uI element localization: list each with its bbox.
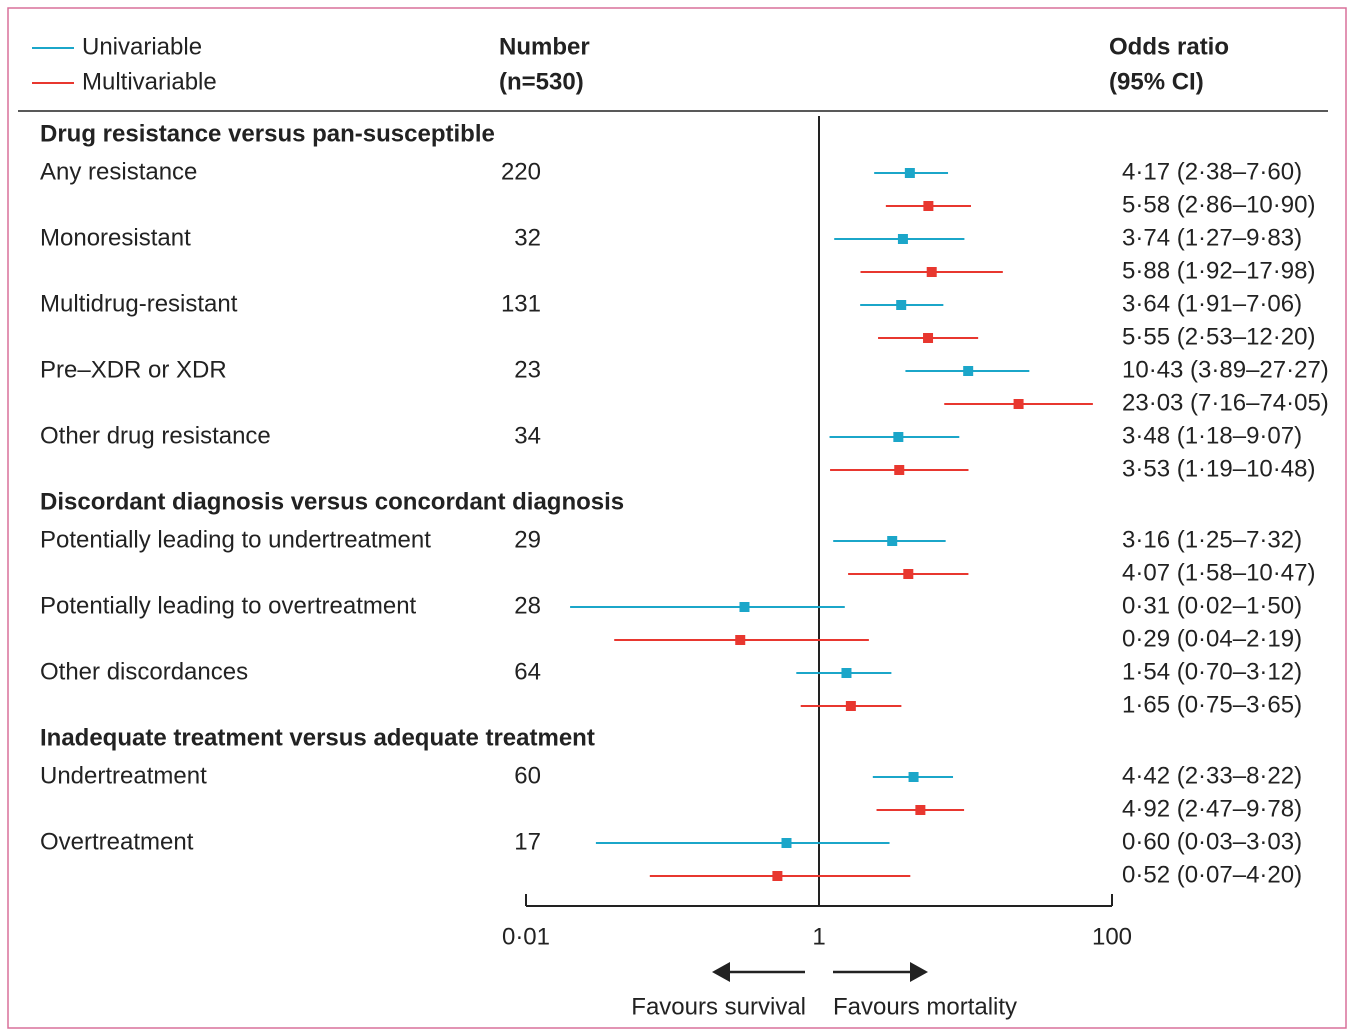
row-number: 17	[514, 828, 541, 855]
row-number: 28	[514, 592, 541, 619]
annotation: Favours mortality	[833, 993, 1017, 1020]
estimate-label: 4·42 (2·33–8·22)	[1122, 762, 1302, 789]
estimate-label: 0·31 (0·02–1·50)	[1122, 592, 1302, 619]
frame	[7, 7, 1347, 1029]
row-label: Monoresistant	[40, 224, 191, 251]
estimate-label: 0·52 (0·07–4·20)	[1122, 861, 1302, 888]
row-number: 131	[501, 290, 541, 317]
legend-label: Multivariable	[82, 68, 217, 95]
estimate-label: 4·17 (2·38–7·60)	[1122, 158, 1302, 185]
row-label: Pre–XDR or XDR	[40, 356, 227, 383]
row-label: Other discordances	[40, 658, 248, 685]
point-estimate	[887, 536, 898, 546]
point-estimate	[894, 465, 905, 475]
point-estimate	[923, 201, 934, 211]
estimate-label: 1·54 (0·70–3·12)	[1122, 658, 1302, 685]
estimate-label: 23·03 (7·16–74·05)	[1122, 389, 1329, 416]
row-number: 220	[501, 158, 541, 185]
estimate-label: 0·29 (0·04–2·19)	[1122, 625, 1302, 652]
row-label: Potentially leading to undertreatment	[40, 526, 431, 553]
point-estimate	[772, 871, 783, 881]
arrows	[712, 962, 928, 982]
point-estimate	[897, 234, 908, 244]
estimate-label: 5·55 (2·53–12·20)	[1122, 323, 1315, 350]
row-label: Other drug resistance	[40, 422, 271, 449]
row-number: 60	[514, 762, 541, 789]
row-label: Potentially leading to overtreatment	[40, 592, 417, 619]
row-label: Multidrug-resistant	[40, 290, 238, 317]
estimate-label: 5·88 (1·92–17·98)	[1122, 257, 1315, 284]
point-estimate	[841, 668, 852, 678]
column-header: Odds ratio	[1109, 33, 1229, 60]
estimate-label: 3·48 (1·18–9·07)	[1122, 422, 1302, 449]
column-header: (n=530)	[499, 68, 584, 95]
group-title: Inadequate treatment versus adequate tre…	[40, 724, 595, 751]
group-title: Discordant diagnosis versus concordant d…	[40, 488, 624, 515]
row-label: Overtreatment	[40, 828, 194, 855]
estimate-label: 3·53 (1·19–10·48)	[1122, 455, 1315, 482]
estimate-label: 3·64 (1·91–7·06)	[1122, 290, 1302, 317]
x-tick-label: 1	[812, 923, 825, 950]
row-number: 32	[514, 224, 541, 251]
x-tick-label: 0·01	[502, 923, 550, 950]
point-estimate	[908, 772, 919, 782]
point-estimate	[735, 635, 746, 645]
point-estimate	[1013, 399, 1024, 409]
point-estimate	[781, 838, 792, 848]
point-estimate	[926, 267, 937, 277]
group-title: Drug resistance versus pan-susceptible	[40, 120, 495, 147]
point-estimate	[904, 168, 915, 178]
point-estimate	[903, 569, 914, 579]
estimate-label: 3·74 (1·27–9·83)	[1122, 224, 1302, 251]
point-estimate	[739, 602, 750, 612]
column-header: Number	[499, 33, 590, 60]
row-number: 34	[514, 422, 541, 449]
row-number: 23	[514, 356, 541, 383]
estimate-label: 4·07 (1·58–10·47)	[1122, 559, 1315, 586]
point-estimate	[893, 432, 904, 442]
row-number: 29	[514, 526, 541, 553]
legend-label: Univariable	[82, 33, 202, 60]
x-tick-label: 100	[1092, 923, 1132, 950]
point-estimate	[845, 701, 856, 711]
estimate-label: 3·16 (1·25–7·32)	[1122, 526, 1302, 553]
point-estimate	[923, 333, 934, 343]
row-label: Undertreatment	[40, 762, 207, 789]
annotation: Favours survival	[631, 993, 806, 1020]
row-number: 64	[514, 658, 541, 685]
estimate-label: 10·43 (3·89–27·27)	[1122, 356, 1329, 383]
point-estimate	[896, 300, 907, 310]
estimate-label: 0·60 (0·03–3·03)	[1122, 828, 1302, 855]
row-label: Any resistance	[40, 158, 197, 185]
point-estimate	[963, 366, 974, 376]
point-estimate	[915, 805, 926, 815]
estimate-label: 5·58 (2·86–10·90)	[1122, 191, 1315, 218]
column-header: (95% CI)	[1109, 68, 1204, 95]
estimate-label: 1·65 (0·75–3·65)	[1122, 691, 1302, 718]
estimate-label: 4·92 (2·47–9·78)	[1122, 795, 1302, 822]
